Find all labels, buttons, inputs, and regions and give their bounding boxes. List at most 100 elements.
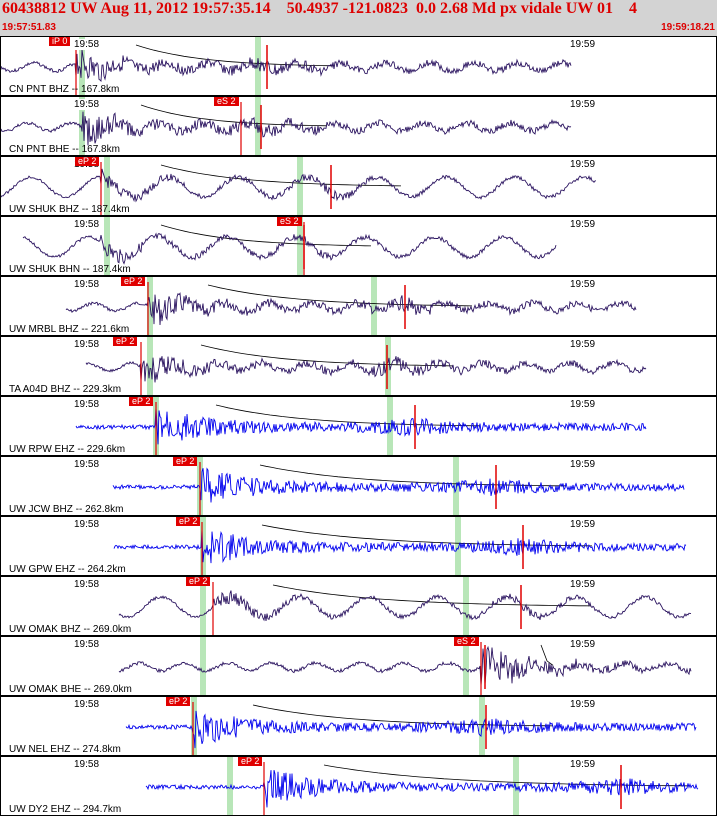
time-tick: 19:58 bbox=[73, 639, 101, 650]
pick-flag[interactable]: eP 2 bbox=[121, 277, 146, 286]
coda-curve bbox=[160, 224, 372, 247]
seismogram-trace bbox=[125, 710, 697, 749]
coda-curve bbox=[135, 44, 335, 67]
analysis-window bbox=[104, 217, 110, 275]
analysis-window bbox=[463, 637, 469, 695]
station-label: UW NEL EHZ -- 274.8km bbox=[9, 744, 121, 755]
pick-flag[interactable]: eP 2 bbox=[129, 397, 154, 406]
analysis-window bbox=[297, 157, 303, 215]
waveform-panel[interactable]: 19:58 19:59 eP 2 UW DY2 EHZ -- 294.7km bbox=[0, 756, 717, 816]
station-label: UW OMAK BHZ -- 269.0km bbox=[9, 624, 132, 635]
analysis-window bbox=[147, 337, 153, 395]
time-tick: 19:59 bbox=[569, 99, 597, 110]
coda-curve bbox=[200, 344, 454, 367]
station-label: UW RPW EHZ -- 229.6km bbox=[9, 444, 126, 455]
analysis-window bbox=[385, 337, 391, 395]
seismogram-trace bbox=[85, 356, 647, 383]
time-tick: 19:59 bbox=[569, 759, 597, 770]
time-tick: 19:58 bbox=[73, 759, 101, 770]
coda-curve bbox=[252, 704, 554, 727]
event-title: 60438812 UW Aug 11, 2012 19:57:35.14 50.… bbox=[2, 0, 637, 17]
time-tick: 19:59 bbox=[569, 579, 597, 590]
pick-flag[interactable]: eP 2 bbox=[113, 337, 138, 346]
pick-flag[interactable]: iP 0 bbox=[49, 37, 71, 46]
waveform-plot bbox=[112, 457, 685, 515]
pick-flag[interactable]: eP 2 bbox=[186, 577, 211, 586]
waveform-panel[interactable]: 19:58 19:59 eP 2 UW OMAK BHZ -- 269.0km bbox=[0, 576, 717, 636]
seismogram-trace bbox=[75, 407, 647, 445]
event-header: 60438812 UW Aug 11, 2012 19:57:35.14 50.… bbox=[0, 0, 717, 36]
seismogram-trace bbox=[112, 467, 685, 503]
analysis-window bbox=[297, 217, 303, 275]
coda-curve bbox=[207, 284, 473, 307]
station-label: TA A04D BHZ -- 229.3km bbox=[9, 384, 122, 395]
pick-flag[interactable]: eP 2 bbox=[238, 757, 263, 766]
pick-flag[interactable]: eS 2 bbox=[214, 97, 239, 106]
waveform-panel[interactable]: 19:58 19:59 eP 2 UW NEL EHZ -- 274.8km bbox=[0, 696, 717, 756]
pick-flag[interactable]: eP 2 bbox=[166, 697, 191, 706]
waveform-panel[interactable]: 19:58 19:59 eS 2 UW SHUK BHN -- 187.4km bbox=[0, 216, 717, 276]
analysis-window bbox=[200, 637, 206, 695]
analysis-window bbox=[104, 157, 110, 215]
seismogram-trace bbox=[113, 528, 687, 564]
analysis-window bbox=[463, 577, 469, 635]
waveform-panel[interactable]: 19:58 19:59 iP 0 CN PNT BHZ -- 167.8km bbox=[0, 36, 717, 96]
time-tick: 19:58 bbox=[73, 279, 101, 290]
analysis-window bbox=[200, 577, 206, 635]
waveform-plot bbox=[118, 577, 692, 635]
seismogram-trace bbox=[1, 49, 572, 83]
pick-flag[interactable]: eP 2 bbox=[173, 457, 198, 466]
seismogram-trace bbox=[22, 232, 557, 265]
waveform-panel[interactable]: 19:58 19:59 eP 2 TA A04D BHZ -- 229.3km bbox=[0, 336, 717, 396]
time-tick: 19:59 bbox=[569, 459, 597, 470]
time-tick: 19:59 bbox=[569, 639, 597, 650]
time-tick: 19:58 bbox=[73, 699, 101, 710]
waveform-plot bbox=[145, 757, 699, 815]
pick-flag[interactable]: eS 2 bbox=[454, 637, 479, 646]
waveform-panel[interactable]: 19:58 19:59 eP 2 UW GPW EHZ -- 264.2km bbox=[0, 516, 717, 576]
analysis-window bbox=[371, 277, 377, 335]
coda-curve bbox=[272, 584, 592, 607]
waveform-plot bbox=[65, 277, 637, 335]
time-tick: 19:59 bbox=[569, 399, 597, 410]
time-tick: 19:58 bbox=[73, 99, 101, 110]
station-label: UW OMAK BHE -- 269.0km bbox=[9, 684, 132, 695]
time-tick: 19:59 bbox=[569, 159, 597, 170]
pick-flag[interactable]: eP 2 bbox=[75, 157, 100, 166]
waveform-plot bbox=[85, 337, 647, 395]
analysis-window bbox=[227, 757, 233, 815]
waveform-panel[interactable]: 19:58 19:59 eS 2 UW OMAK BHE -- 269.0km bbox=[0, 636, 717, 696]
analysis-window bbox=[200, 517, 206, 575]
waveform-plot bbox=[125, 697, 697, 755]
time-tick: 19:59 bbox=[569, 279, 597, 290]
time-tick: 19:58 bbox=[73, 219, 101, 230]
coda-curve bbox=[323, 764, 691, 787]
coda-curve bbox=[160, 164, 402, 187]
seismogram-trace bbox=[118, 590, 692, 622]
pick-flag[interactable]: eS 2 bbox=[277, 217, 302, 226]
seismogram-trace bbox=[145, 769, 699, 808]
waveform-panel[interactable]: 19:58 19:59 eP 2 UW MRBL BHZ -- 221.6km bbox=[0, 276, 717, 336]
analysis-window bbox=[513, 757, 519, 815]
waveform-panel[interactable]: 19:58 19:59 eS 2 CN PNT BHE -- 167.8km bbox=[0, 96, 717, 156]
station-label: UW JCW BHZ -- 262.8km bbox=[9, 504, 124, 515]
waveform-plot bbox=[1, 97, 572, 155]
station-label: UW DY2 EHZ -- 294.7km bbox=[9, 804, 122, 815]
waveform-plot bbox=[113, 517, 687, 575]
station-label: UW GPW EHZ -- 264.2km bbox=[9, 564, 126, 575]
waveform-plot bbox=[1, 37, 572, 95]
analysis-window bbox=[79, 37, 85, 95]
coda-curve bbox=[140, 104, 328, 127]
waveform-panel[interactable]: 19:58 19:59 eP 2 UW JCW BHZ -- 262.8km bbox=[0, 456, 717, 516]
waveform-plot bbox=[75, 397, 647, 455]
analysis-window bbox=[255, 37, 261, 95]
time-tick: 19:59 bbox=[569, 339, 597, 350]
pick-flag[interactable]: eP 2 bbox=[176, 517, 201, 526]
waveform-panel[interactable]: 19:58 19:59 eP 2 UW RPW EHZ -- 229.6km bbox=[0, 396, 717, 456]
seismogram-trace bbox=[118, 645, 692, 686]
station-label: CN PNT BHE -- 167.8km bbox=[9, 144, 120, 155]
time-tick: 19:58 bbox=[73, 579, 101, 590]
station-label: UW SHUK BHZ -- 187.4km bbox=[9, 204, 130, 215]
time-tick: 19:59 bbox=[569, 519, 597, 530]
